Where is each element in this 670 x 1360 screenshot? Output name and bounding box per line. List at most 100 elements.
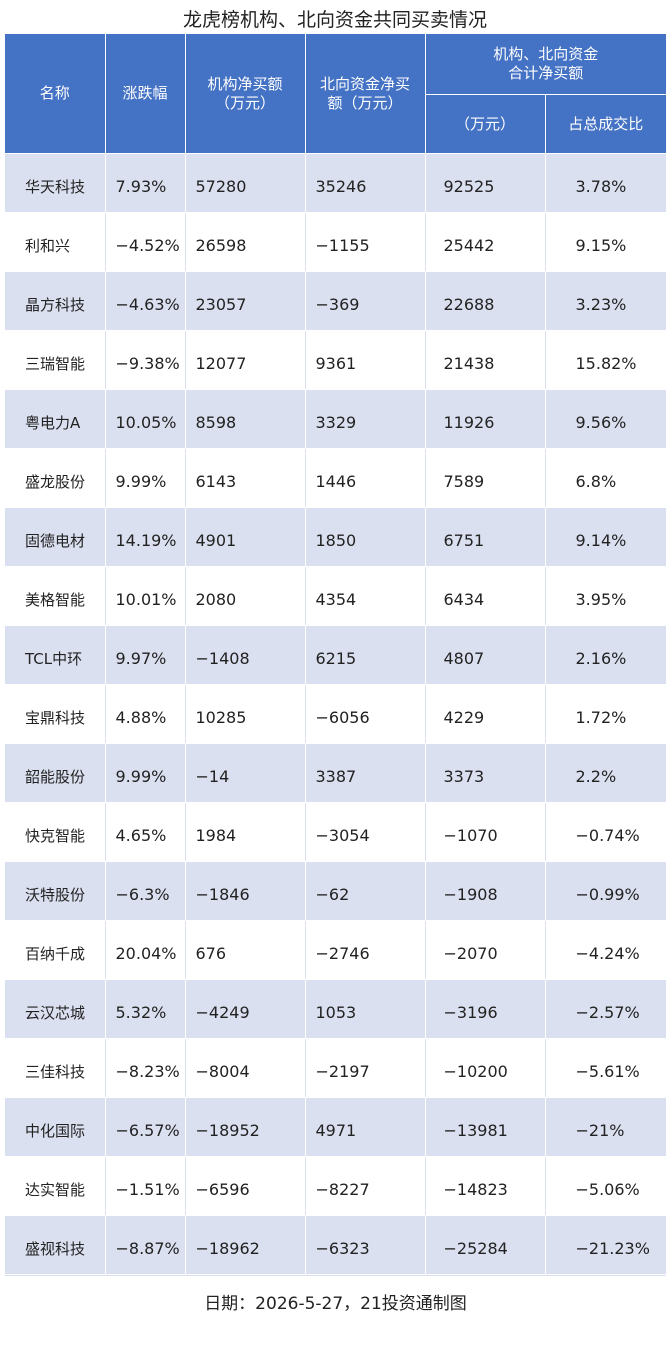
table-row: 粤电力A 10.05% 8598 3329 11926 9.56%	[5, 389, 667, 449]
inst-net-cell: 26598	[185, 212, 306, 272]
north-net-cell: −8227	[305, 1156, 426, 1216]
table-row: 百纳千成 20.04% 676 −2746 −2070 −4.24%	[5, 920, 667, 980]
stock-name-cell: 三瑞智能	[5, 330, 106, 390]
combined-net-cell: 7589	[425, 448, 546, 508]
stock-name-cell: 华天科技	[5, 153, 106, 213]
combined-net-cell: −25284	[425, 1215, 546, 1275]
stock-name-cell: 美格智能	[5, 566, 106, 626]
change-cell: 5.32%	[105, 979, 186, 1039]
change-cell: −6.3%	[105, 861, 186, 921]
inst-net-cell: −1846	[185, 861, 306, 921]
combined-net-cell: −1070	[425, 802, 546, 862]
header-inst-net: 机构净买额 （万元）	[185, 34, 306, 154]
inst-net-cell: 23057	[185, 271, 306, 331]
stock-name-cell: 盛龙股份	[5, 448, 106, 508]
north-net-cell: −6323	[305, 1215, 426, 1275]
table-header: 名称 涨跌幅 机构净买额 （万元） 北向资金净买 额（万元） 机构、北向资金 合…	[5, 34, 667, 154]
stock-name-cell: 宝鼎科技	[5, 684, 106, 744]
north-net-cell: 1446	[305, 448, 426, 508]
combined-net-cell: 11926	[425, 389, 546, 449]
north-net-cell: 4354	[305, 566, 426, 626]
header-north-net: 北向资金净买 额（万元）	[305, 34, 426, 154]
turnover-ratio-cell: −0.99%	[545, 861, 667, 921]
change-cell: −8.23%	[105, 1038, 186, 1098]
stock-name-cell: 利和兴	[5, 212, 106, 272]
table-row: 快克智能 4.65% 1984 −3054 −1070 −0.74%	[5, 802, 667, 862]
inst-net-cell: −6596	[185, 1156, 306, 1216]
change-cell: −8.87%	[105, 1215, 186, 1275]
stock-name-cell: 韶能股份	[5, 743, 106, 803]
change-cell: 10.05%	[105, 389, 186, 449]
table-row: 沃特股份 −6.3% −1846 −62 −1908 −0.99%	[5, 861, 667, 921]
turnover-ratio-cell: 1.72%	[545, 684, 667, 744]
stock-name-cell: 粤电力A	[5, 389, 106, 449]
stock-name-cell: 晶方科技	[5, 271, 106, 331]
header-name: 名称	[5, 34, 106, 154]
combined-net-cell: 4807	[425, 625, 546, 685]
inst-net-cell: 10285	[185, 684, 306, 744]
inst-net-cell: 57280	[185, 153, 306, 213]
combined-net-cell: 21438	[425, 330, 546, 390]
data-table-container: 名称 涨跌幅 机构净买额 （万元） 北向资金净买 额（万元） 机构、北向资金 合…	[5, 34, 667, 1336]
table-body: 华天科技 7.93% 57280 35246 92525 3.78% 利和兴 −4.52% 26…	[5, 153, 667, 1275]
inst-net-cell: −18952	[185, 1097, 306, 1157]
stock-name-cell: TCL中环	[5, 625, 106, 685]
turnover-ratio-cell: 9.15%	[545, 212, 667, 272]
change-cell: −1.51%	[105, 1156, 186, 1216]
inst-net-cell: 6143	[185, 448, 306, 508]
north-net-cell: 1053	[305, 979, 426, 1039]
change-cell: 9.99%	[105, 448, 186, 508]
combined-net-cell: −2070	[425, 920, 546, 980]
turnover-ratio-cell: −21.23%	[545, 1215, 667, 1275]
north-net-cell: −1155	[305, 212, 426, 272]
change-cell: −4.63%	[105, 271, 186, 331]
change-cell: −4.52%	[105, 212, 186, 272]
change-cell: 20.04%	[105, 920, 186, 980]
stock-name-cell: 固德电材	[5, 507, 106, 567]
north-net-cell: −369	[305, 271, 426, 331]
turnover-ratio-cell: 9.56%	[545, 389, 667, 449]
header-combined-group: 机构、北向资金 合计净买额	[425, 34, 667, 95]
inst-net-cell: 12077	[185, 330, 306, 390]
north-net-cell: 9361	[305, 330, 426, 390]
inst-net-cell: 2080	[185, 566, 306, 626]
inst-net-cell: −8004	[185, 1038, 306, 1098]
combined-net-cell: −10200	[425, 1038, 546, 1098]
table-row: 固德电材 14.19% 4901 1850 6751 9.14%	[5, 507, 667, 567]
footer-caption: 日期：2026-5-27，21投资通制图	[5, 1275, 666, 1336]
turnover-ratio-cell: −4.24%	[545, 920, 667, 980]
combined-net-cell: −13981	[425, 1097, 546, 1157]
inst-net-cell: −1408	[185, 625, 306, 685]
turnover-ratio-cell: 2.16%	[545, 625, 667, 685]
table-row: 利和兴 −4.52% 26598 −1155 25442 9.15%	[5, 212, 667, 272]
change-cell: −6.57%	[105, 1097, 186, 1157]
combined-net-cell: 92525	[425, 153, 546, 213]
table-row: 韶能股份 9.99% −14 3387 3373 2.2%	[5, 743, 667, 803]
table-row: 盛龙股份 9.99% 6143 1446 7589 6.8%	[5, 448, 667, 508]
stock-name-cell: 盛视科技	[5, 1215, 106, 1275]
turnover-ratio-cell: −0.74%	[545, 802, 667, 862]
north-net-cell: 1850	[305, 507, 426, 567]
header-turnover-ratio: 占总成交比	[545, 94, 667, 154]
combined-net-cell: 3373	[425, 743, 546, 803]
table-row: 达实智能 −1.51% −6596 −8227 −14823 −5.06%	[5, 1156, 667, 1216]
stock-name-cell: 快克智能	[5, 802, 106, 862]
table-row: TCL中环 9.97% −1408 6215 4807 2.16%	[5, 625, 667, 685]
inst-net-cell: 4901	[185, 507, 306, 567]
change-cell: 4.88%	[105, 684, 186, 744]
change-cell: −9.38%	[105, 330, 186, 390]
turnover-ratio-cell: 9.14%	[545, 507, 667, 567]
table-row: 华天科技 7.93% 57280 35246 92525 3.78%	[5, 153, 667, 213]
table-row: 中化国际 −6.57% −18952 4971 −13981 −21%	[5, 1097, 667, 1157]
turnover-ratio-cell: −21%	[545, 1097, 667, 1157]
stock-name-cell: 中化国际	[5, 1097, 106, 1157]
north-net-cell: 3329	[305, 389, 426, 449]
turnover-ratio-cell: 3.78%	[545, 153, 667, 213]
turnover-ratio-cell: 3.95%	[545, 566, 667, 626]
turnover-ratio-cell: 6.8%	[545, 448, 667, 508]
combined-net-cell: 6434	[425, 566, 546, 626]
inst-net-cell: 8598	[185, 389, 306, 449]
change-cell: 7.93%	[105, 153, 186, 213]
stock-name-cell: 达实智能	[5, 1156, 106, 1216]
change-cell: 9.97%	[105, 625, 186, 685]
